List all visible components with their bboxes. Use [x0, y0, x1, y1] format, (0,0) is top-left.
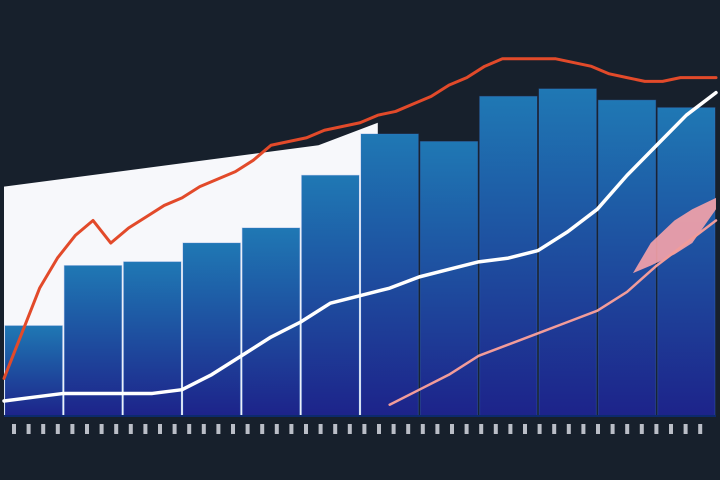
x-tick-mark [464, 424, 469, 434]
x-tick-mark [70, 424, 75, 434]
x-tick-mark [683, 424, 688, 434]
x-tick-mark [26, 424, 31, 434]
x-tick-mark [362, 424, 367, 434]
bar [241, 227, 301, 417]
x-tick-mark [201, 424, 206, 434]
x-tick-mark [114, 424, 119, 434]
series-layer [2, 57, 718, 406]
x-tick-mark [596, 424, 600, 434]
x-tick-mark [172, 424, 177, 434]
x-tick-mark [41, 424, 46, 434]
x-tick-mark [274, 424, 279, 434]
x-tick-mark [143, 424, 148, 434]
x-tick-mark [420, 424, 425, 434]
x-tick-mark [99, 424, 104, 434]
x-tick-mark [187, 424, 192, 434]
x-tick-mark [698, 424, 703, 434]
x-tick-mark [85, 424, 89, 434]
x-tick-mark [639, 424, 644, 434]
x-tick-mark [552, 424, 557, 434]
x-tick-mark [654, 424, 659, 434]
x-tick-mark [231, 424, 235, 434]
x-tick-mark [610, 424, 615, 434]
x-tick-mark [435, 424, 440, 434]
bar [419, 141, 479, 417]
bar [360, 133, 419, 417]
bar [479, 95, 538, 417]
x-tick-mark [523, 424, 527, 434]
pink-area [632, 197, 716, 274]
x-tick-layer [12, 424, 703, 434]
x-tick-mark [537, 424, 542, 434]
white-line [2, 90, 718, 403]
bar [301, 174, 360, 417]
x-tick-mark [158, 424, 162, 434]
x-tick-mark [581, 424, 586, 434]
bar [182, 242, 241, 417]
bar [538, 88, 597, 417]
x-tick-mark [128, 424, 133, 434]
x-tick-mark [566, 424, 571, 434]
x-tick-mark [216, 424, 221, 434]
x-tick-mark [625, 424, 630, 434]
x-tick-mark [318, 424, 323, 434]
bar [4, 325, 63, 417]
x-tick-mark [347, 424, 352, 434]
x-tick-mark [391, 424, 396, 434]
x-tick-mark [333, 424, 338, 434]
x-tick-mark [245, 424, 250, 434]
x-tick-mark [377, 424, 381, 434]
x-tick-mark [406, 424, 411, 434]
x-tick-mark [304, 424, 308, 434]
x-tick-mark [260, 424, 265, 434]
x-tick-mark [493, 424, 498, 434]
pink-line [388, 219, 718, 406]
orange-line [2, 57, 718, 380]
x-tick-mark [669, 424, 673, 434]
x-tick-mark [479, 424, 484, 434]
x-tick-mark [12, 424, 16, 434]
bar [63, 265, 123, 417]
x-tick-mark [508, 424, 513, 434]
x-tick-mark [450, 424, 454, 434]
x-tick-mark [289, 424, 294, 434]
x-tick-mark [55, 424, 60, 434]
bar [657, 107, 716, 417]
